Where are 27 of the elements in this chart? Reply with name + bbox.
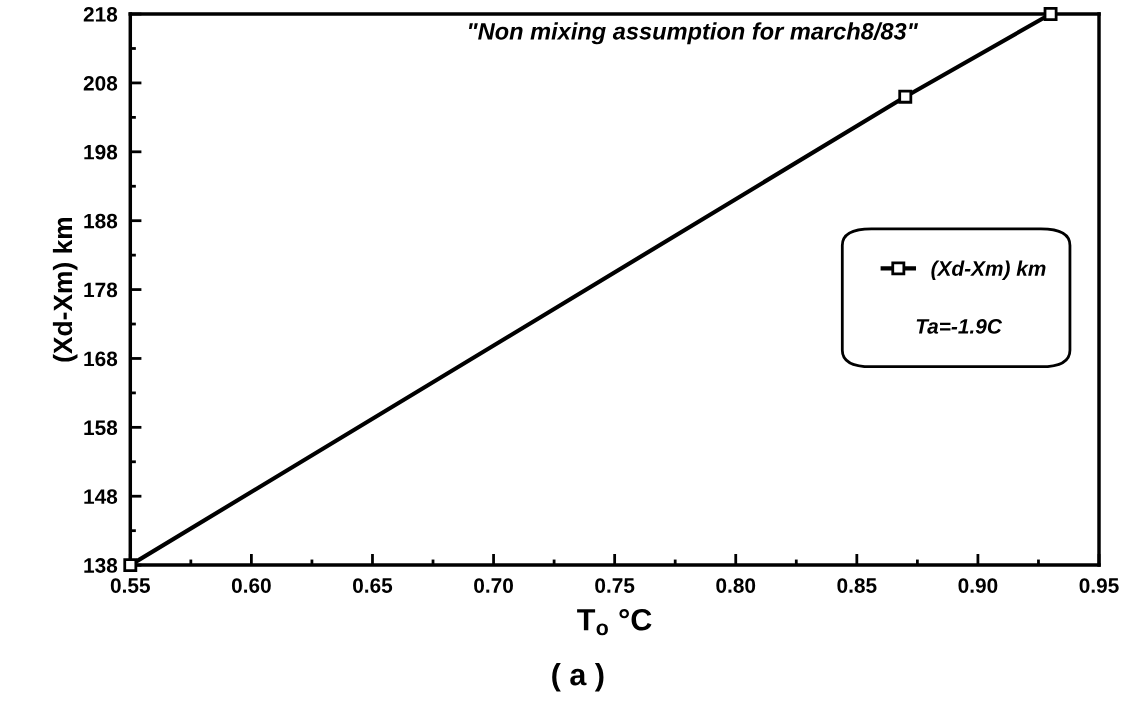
- y-tick-label: 208: [83, 75, 118, 91]
- x-axis-title: T$_{o}$ °C: [577, 608, 652, 636]
- y-tick-label: 198: [84, 144, 118, 160]
- x-tick-label: 0.65: [353, 578, 393, 593]
- y-tick-label: 138: [84, 558, 118, 573]
- x-tick-label: 0.85: [837, 578, 877, 593]
- x-tick-label: 0.70: [474, 578, 513, 593]
- point: [898, 89, 913, 104]
- x-tick-label: 0.95: [1079, 578, 1119, 593]
- text: ( a ): [552, 662, 604, 692]
- legend-label: (Xd-Xm) km: [931, 260, 1046, 280]
- point: [1043, 7, 1058, 21]
- annotation: Ta=-1.9C: [916, 318, 1003, 334]
- x-tick-label: 0.60: [231, 578, 271, 593]
- annotation: "Non mixing assumption for march8/83": [468, 22, 919, 45]
- y-tick-label: 188: [84, 213, 118, 229]
- x-tick-label: 0.90: [958, 578, 998, 593]
- x-tick-label: 0.80: [716, 578, 756, 593]
- y-tick-label: 148: [84, 489, 118, 504]
- y-tick-label: 218: [83, 7, 118, 22]
- y-tick-label: 158: [84, 420, 118, 436]
- x-tick-label: 0.75: [595, 578, 635, 593]
- point: [123, 558, 138, 573]
- y-tick-label: 178: [84, 282, 118, 298]
- y-axis-title: (Xd-Xm) km: [52, 217, 78, 362]
- y-tick-label: 168: [84, 351, 118, 367]
- x-tick-label: 0.55: [110, 578, 150, 593]
